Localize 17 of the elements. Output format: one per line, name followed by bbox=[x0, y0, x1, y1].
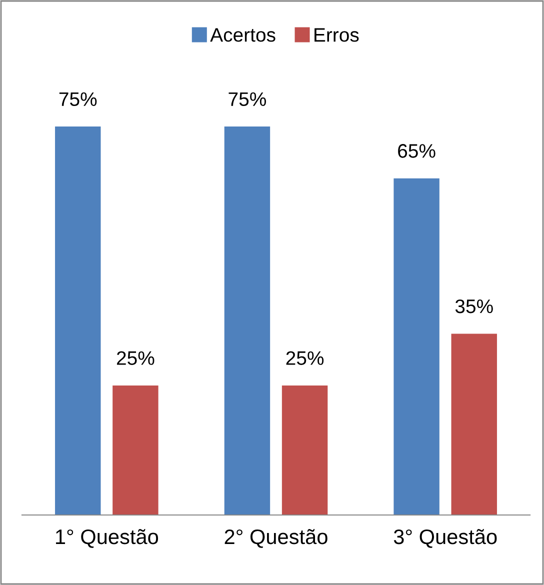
bar bbox=[394, 178, 440, 515]
bar bbox=[55, 126, 101, 515]
x-tick-label: 2° Questão bbox=[224, 529, 328, 548]
data-label: 75% bbox=[59, 92, 97, 106]
data-label: 25% bbox=[286, 351, 324, 366]
bar bbox=[112, 386, 158, 515]
legend-label: Erros bbox=[314, 28, 359, 42]
data-label: 35% bbox=[455, 299, 493, 314]
legend-label: Acertos bbox=[210, 28, 276, 42]
x-tick-label: 1° Questão bbox=[56, 529, 158, 548]
bar bbox=[282, 386, 328, 515]
data-label: 65% bbox=[398, 144, 436, 158]
x-tick-label: 3° Questão bbox=[394, 529, 497, 548]
data-label: 75% bbox=[228, 92, 266, 106]
bar bbox=[224, 126, 270, 515]
bar bbox=[451, 334, 497, 515]
data-label: 25% bbox=[116, 351, 154, 366]
